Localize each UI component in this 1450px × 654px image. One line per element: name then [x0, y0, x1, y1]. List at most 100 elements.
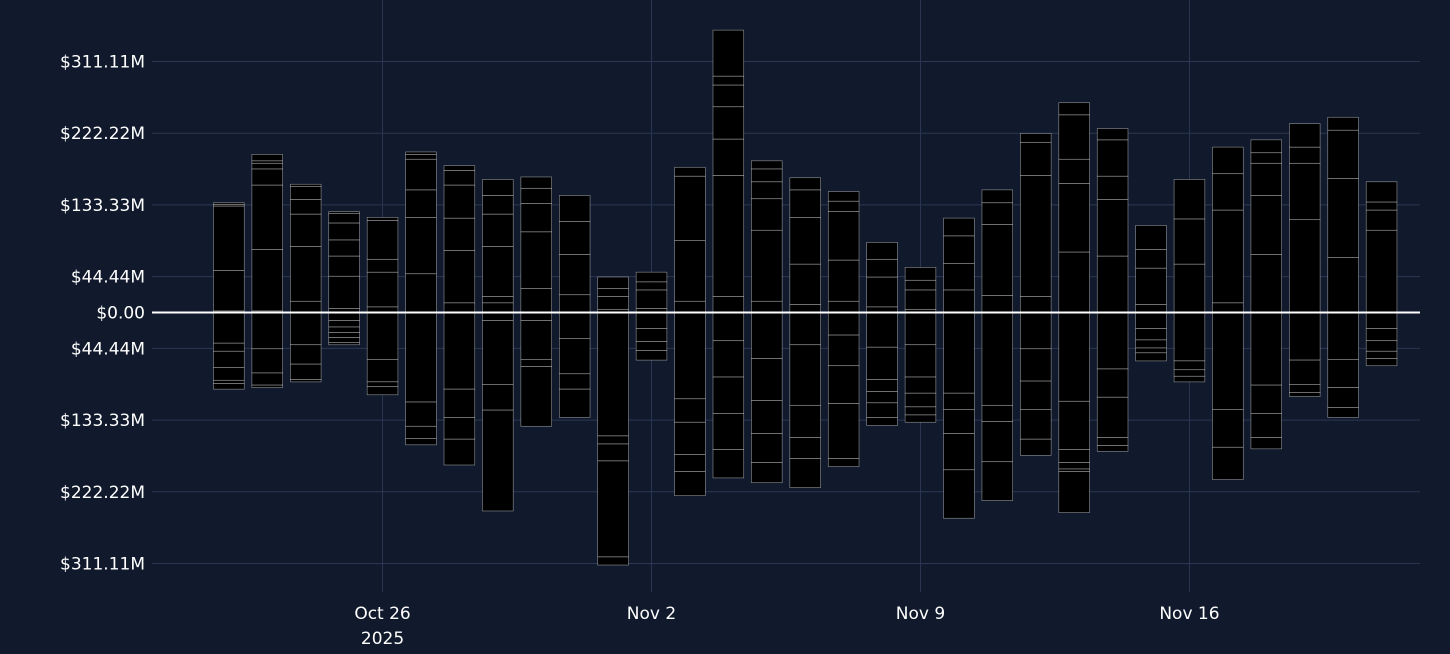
negative-segment-2025-11-10-0[interactable]: [943, 312, 975, 394]
positive-segment-2025-11-15-3[interactable]: [1135, 225, 1167, 250]
positive-segment-2025-11-18-4[interactable]: [1250, 139, 1282, 154]
positive-segment-2025-11-07-0[interactable]: [827, 300, 860, 313]
negative-segment-2025-11-11-0[interactable]: [981, 312, 1014, 406]
positive-segment-2025-11-05-5[interactable]: [751, 160, 783, 170]
negative-segment-2025-10-22-5[interactable]: [213, 383, 245, 390]
negative-segment-2025-11-03-4[interactable]: [674, 471, 706, 496]
positive-segment-2025-10-23-1[interactable]: [251, 249, 283, 312]
positive-segment-2025-11-07-4[interactable]: [827, 191, 860, 202]
negative-segment-2025-11-10-2[interactable]: [943, 409, 975, 434]
negative-segment-2025-11-08-1[interactable]: [866, 346, 898, 380]
positive-segment-2025-11-07-2[interactable]: [827, 211, 860, 261]
positive-segment-2025-11-14-1[interactable]: [1096, 199, 1129, 257]
positive-segment-2025-11-04-6[interactable]: [712, 29, 745, 77]
positive-segment-2025-11-11-0[interactable]: [981, 295, 1014, 313]
negative-segment-2025-10-25-2[interactable]: [328, 326, 360, 333]
positive-segment-2025-10-25-3[interactable]: [328, 239, 360, 257]
negative-segment-2025-10-30-0[interactable]: [520, 312, 552, 321]
positive-segment-2025-11-05-1[interactable]: [751, 229, 783, 302]
positive-segment-2025-11-15-1[interactable]: [1135, 267, 1167, 305]
negative-segment-2025-10-30-1[interactable]: [520, 320, 552, 360]
positive-segment-2025-10-31-2[interactable]: [558, 221, 591, 255]
positive-segment-2025-10-31-1[interactable]: [558, 254, 591, 296]
positive-segment-2025-11-06-3[interactable]: [789, 189, 821, 218]
negative-segment-2025-11-06-2[interactable]: [789, 404, 821, 438]
positive-segment-2025-11-03-2[interactable]: [674, 175, 706, 241]
day-bar-2025-11-05[interactable]: [751, 160, 783, 484]
positive-segment-2025-11-20-0[interactable]: [1327, 257, 1359, 313]
negative-segment-2025-11-08-0[interactable]: [866, 312, 898, 348]
negative-segment-2025-10-23-0[interactable]: [251, 312, 283, 350]
negative-segment-2025-10-25-0[interactable]: [328, 312, 360, 321]
positive-segment-2025-11-09-2[interactable]: [904, 279, 937, 291]
positive-segment-2025-11-21-3[interactable]: [1365, 181, 1398, 203]
negative-segment-2025-11-18-3[interactable]: [1250, 437, 1282, 450]
negative-segment-2025-11-02-1[interactable]: [635, 328, 668, 342]
negative-segment-2025-11-15-1[interactable]: [1135, 328, 1167, 341]
positive-segment-2025-11-16-1[interactable]: [1173, 218, 1206, 265]
negative-segment-2025-11-19-1[interactable]: [1289, 359, 1321, 385]
negative-segment-2025-11-21-0[interactable]: [1365, 312, 1398, 329]
day-bar-2025-11-16[interactable]: [1173, 179, 1206, 383]
negative-segment-2025-11-12-1[interactable]: [1020, 348, 1052, 382]
positive-segment-2025-10-28-0[interactable]: [443, 302, 476, 313]
negative-segment-2025-11-07-4[interactable]: [827, 458, 860, 467]
negative-segment-2025-11-05-3[interactable]: [751, 433, 783, 463]
negative-segment-2025-11-04-4[interactable]: [712, 449, 745, 479]
day-bar-2025-11-07[interactable]: [827, 191, 860, 467]
positive-segment-2025-10-29-3[interactable]: [482, 213, 514, 247]
day-bar-2025-11-21[interactable]: [1365, 181, 1398, 367]
day-bar-2025-11-14[interactable]: [1096, 128, 1129, 452]
negative-segment-2025-11-15-3[interactable]: [1135, 347, 1167, 354]
positive-segment-2025-10-24-5[interactable]: [290, 183, 322, 187]
day-bar-2025-11-17[interactable]: [1212, 146, 1244, 480]
negative-segment-2025-11-19-0[interactable]: [1289, 312, 1321, 361]
negative-segment-2025-11-12-0[interactable]: [1020, 312, 1052, 350]
negative-segment-2025-11-12-3[interactable]: [1020, 409, 1052, 440]
positive-segment-2025-10-29-4[interactable]: [482, 195, 514, 215]
positive-segment-2025-10-26-3[interactable]: [366, 220, 399, 260]
positive-segment-2025-11-11-1[interactable]: [981, 224, 1014, 296]
negative-segment-2025-11-09-3[interactable]: [904, 392, 937, 408]
day-bar-2025-11-12[interactable]: [1020, 133, 1052, 456]
negative-segment-2025-10-29-2[interactable]: [482, 384, 514, 411]
negative-segment-2025-11-03-0[interactable]: [674, 312, 706, 400]
negative-segment-2025-10-24-3[interactable]: [290, 379, 322, 383]
positive-segment-2025-11-21-1[interactable]: [1365, 209, 1398, 231]
negative-segment-2025-11-17-0[interactable]: [1212, 312, 1244, 410]
negative-segment-2025-11-13-3[interactable]: [1058, 462, 1090, 470]
positive-segment-2025-11-19-3[interactable]: [1289, 123, 1321, 148]
negative-segment-2025-11-04-2[interactable]: [712, 376, 745, 414]
negative-segment-2025-11-11-2[interactable]: [981, 421, 1014, 463]
negative-segment-2025-11-19-3[interactable]: [1289, 392, 1321, 397]
positive-segment-2025-11-13-3[interactable]: [1058, 114, 1090, 160]
negative-segment-2025-10-22-4[interactable]: [213, 379, 245, 384]
negative-segment-2025-11-13-1[interactable]: [1058, 400, 1090, 450]
negative-segment-2025-11-18-2[interactable]: [1250, 413, 1282, 438]
positive-segment-2025-11-14-0[interactable]: [1096, 255, 1129, 313]
positive-segment-2025-10-30-2[interactable]: [520, 203, 552, 233]
positive-segment-2025-11-12-2[interactable]: [1020, 141, 1052, 176]
day-bar-2025-10-29[interactable]: [482, 179, 514, 512]
positive-segment-2025-11-19-2[interactable]: [1289, 146, 1321, 164]
positive-segment-2025-10-28-3[interactable]: [443, 184, 476, 219]
positive-segment-2025-11-18-1[interactable]: [1250, 195, 1282, 255]
negative-segment-2025-11-12-2[interactable]: [1020, 380, 1052, 410]
day-bar-2025-11-10[interactable]: [943, 217, 975, 519]
negative-segment-2025-11-04-0[interactable]: [712, 312, 745, 342]
positive-segment-2025-10-23-3[interactable]: [251, 168, 283, 186]
day-bar-2025-11-01[interactable]: [597, 276, 629, 566]
negative-segment-2025-11-01-4[interactable]: [597, 556, 629, 566]
positive-segment-2025-10-23-5[interactable]: [251, 160, 283, 164]
negative-segment-2025-11-04-1[interactable]: [712, 340, 745, 378]
positive-segment-2025-11-11-3[interactable]: [981, 189, 1014, 204]
positive-segment-2025-11-13-0[interactable]: [1058, 251, 1090, 313]
positive-segment-2025-11-20-3[interactable]: [1327, 116, 1359, 131]
negative-segment-2025-10-25-1[interactable]: [328, 320, 360, 328]
negative-segment-2025-10-31-1[interactable]: [558, 338, 591, 375]
negative-segment-2025-10-22-2[interactable]: [213, 350, 245, 368]
positive-segment-2025-10-30-1[interactable]: [520, 231, 552, 289]
negative-segment-2025-10-31-3[interactable]: [558, 388, 591, 418]
positive-segment-2025-10-25-2[interactable]: [328, 255, 360, 277]
negative-segment-2025-11-19-2[interactable]: [1289, 384, 1321, 393]
